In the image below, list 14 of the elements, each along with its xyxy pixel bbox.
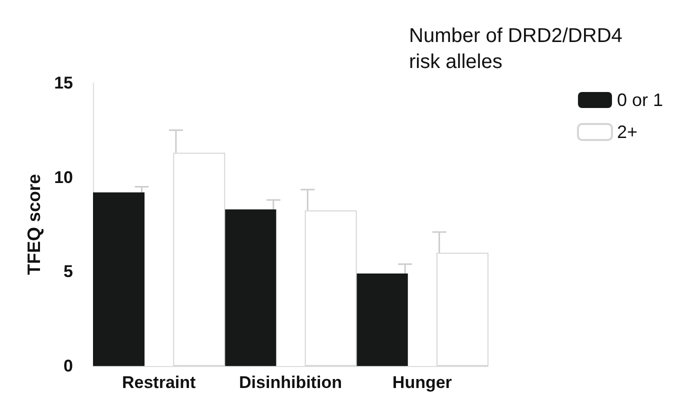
x-tick-label: Hunger <box>392 373 452 392</box>
y-tick-label: 15 <box>54 74 73 92</box>
legend-label: 0 or 1 <box>616 90 664 110</box>
legend-title: Number of DRD2/DRD4 risk alleles <box>409 25 628 73</box>
bar <box>93 192 145 366</box>
y-tick-label: 5 <box>64 262 73 282</box>
y-axis-title: TFEQ score <box>24 174 44 276</box>
y-tick-label: 10 <box>54 168 73 187</box>
y-tick-label: 0 <box>64 356 73 376</box>
x-tick-label: Disinhibition <box>239 373 342 392</box>
bar <box>356 274 408 366</box>
x-tick-label: Restraint <box>122 373 196 392</box>
bar <box>224 209 276 366</box>
legend-label: 2+ <box>616 122 638 142</box>
